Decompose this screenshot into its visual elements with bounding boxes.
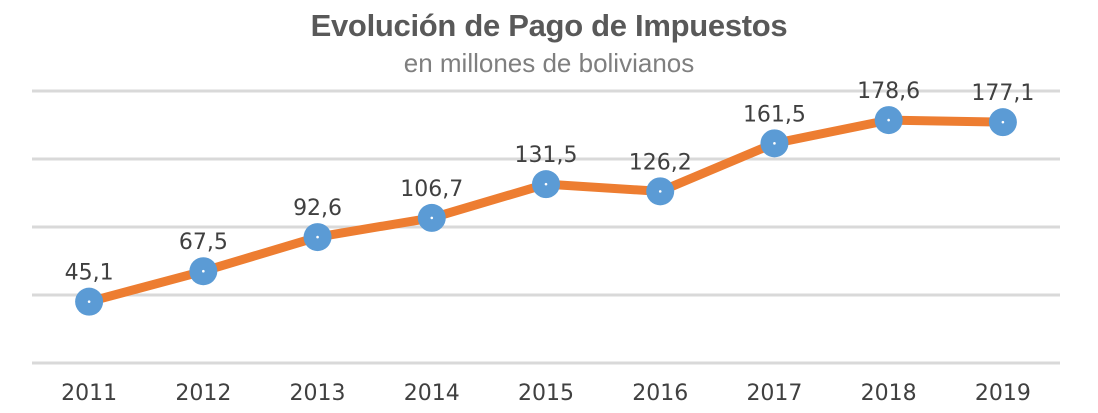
chart-title: Evolución de Pago de Impuestos — [310, 8, 788, 43]
data-label: 92,6 — [293, 196, 342, 221]
data-point-center — [202, 269, 205, 273]
markers — [75, 106, 1017, 316]
data-point-center — [544, 182, 548, 186]
data-point-center — [87, 300, 91, 303]
gridlines — [32, 89, 1060, 365]
data-label: 126,2 — [629, 150, 692, 175]
x-axis-ticks: 2011 2012 2013 2014 2015 2016 2017 2018 2019 — [61, 381, 1031, 406]
x-tick-label: 2013 — [290, 381, 346, 406]
x-tick-label: 2018 — [861, 381, 917, 406]
data-point-center — [773, 142, 776, 145]
data-label: 177,1 — [971, 81, 1034, 106]
data-label: 45,1 — [65, 261, 114, 286]
data-point-center — [1001, 120, 1005, 124]
data-label: 178,6 — [857, 79, 920, 104]
data-label: 161,5 — [743, 102, 806, 127]
data-label: 131,5 — [515, 143, 578, 168]
x-tick-label: 2014 — [404, 381, 460, 406]
x-tick-label: 2016 — [632, 381, 688, 406]
x-tick-label: 2015 — [518, 381, 574, 406]
data-point-center — [887, 118, 890, 122]
x-tick-label: 2019 — [975, 381, 1031, 406]
x-tick-label: 2017 — [746, 381, 802, 406]
chart-subtitle: en millones de bolivianos — [403, 48, 695, 78]
data-point-center — [316, 235, 319, 239]
data-labels: 45,1 67,5 92,6 106,7 131,5 126,2 161,5 178,6 177… — [65, 79, 1035, 286]
data-point-center — [658, 190, 662, 193]
data-point-center — [430, 216, 434, 220]
x-tick-label: 2012 — [175, 381, 231, 406]
data-label: 106,7 — [400, 177, 463, 202]
data-label: 67,5 — [179, 230, 228, 255]
x-tick-label: 2011 — [61, 381, 117, 406]
